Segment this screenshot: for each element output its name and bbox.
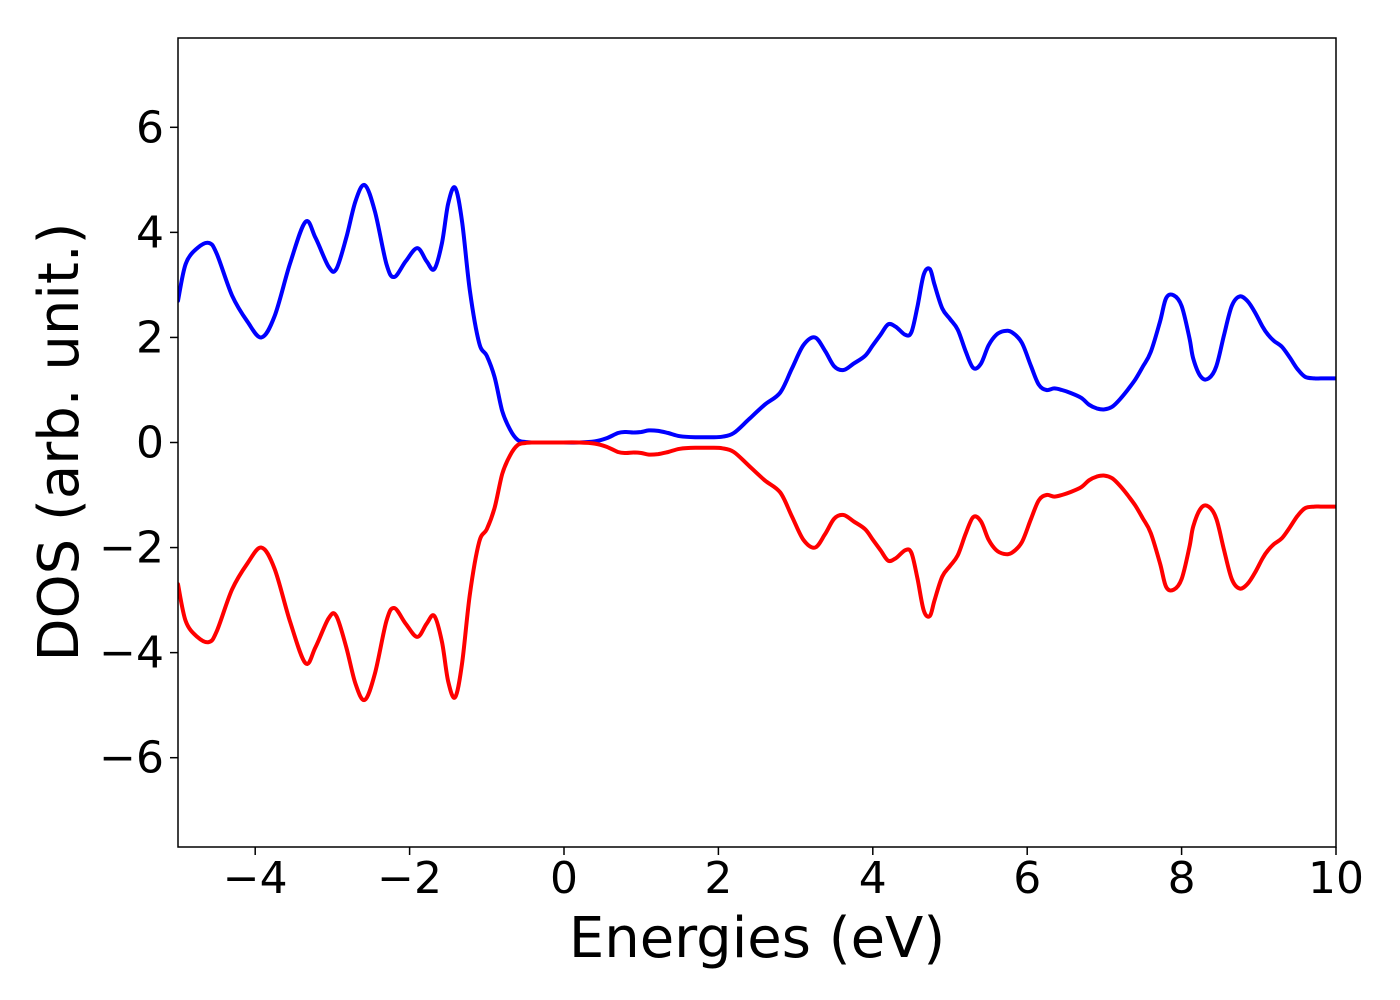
x-tick-label: −2 bbox=[377, 853, 442, 904]
y-tick-label: −2 bbox=[99, 523, 164, 574]
x-axis-ticks: −4 −2 0 2 4 6 8 10 bbox=[223, 847, 1364, 904]
y-tick-label: 4 bbox=[136, 207, 164, 258]
series-line-negative bbox=[178, 440, 1336, 703]
y-tick-label: 6 bbox=[136, 102, 164, 153]
y-tick-label: 0 bbox=[136, 418, 164, 469]
x-tick-label: 6 bbox=[1013, 853, 1041, 904]
series-layer bbox=[178, 182, 1336, 703]
y-tick-label: −4 bbox=[99, 628, 164, 679]
y-tick-label: −6 bbox=[99, 733, 164, 784]
y-axis-title: DOS (arb. unit.) bbox=[27, 222, 92, 661]
y-axis-ticks: −6 −4 −2 0 2 4 6 bbox=[99, 102, 178, 784]
y-tick-label: 2 bbox=[136, 312, 164, 363]
x-axis-title: Energies (eV) bbox=[569, 906, 945, 971]
plot-frame bbox=[177, 37, 1337, 848]
x-tick-label: 0 bbox=[550, 853, 578, 904]
x-tick-label: 8 bbox=[1168, 853, 1196, 904]
series-line-positive bbox=[178, 182, 1336, 445]
x-tick-label: 4 bbox=[859, 853, 887, 904]
x-tick-label: 2 bbox=[704, 853, 732, 904]
x-tick-label: −4 bbox=[223, 853, 288, 904]
x-tick-label: 10 bbox=[1308, 853, 1364, 904]
